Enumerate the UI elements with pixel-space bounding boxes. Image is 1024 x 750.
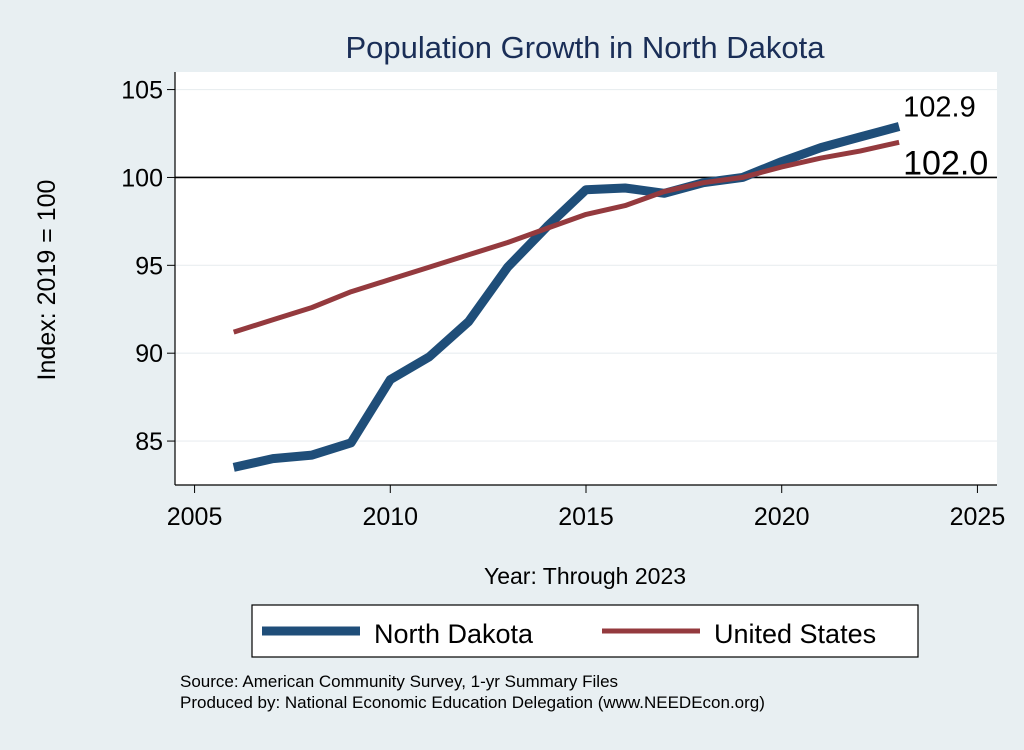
y-axis-label: Index: 2019 = 100 bbox=[33, 180, 61, 381]
y-tick-label: 85 bbox=[135, 428, 163, 456]
x-tick-label: 2020 bbox=[754, 503, 810, 531]
x-tick-label: 2005 bbox=[167, 503, 223, 531]
series-line-united-states bbox=[232, 139, 900, 335]
end-label-united-states: 102.0 bbox=[903, 144, 988, 182]
x-tick-label: 2015 bbox=[558, 503, 614, 531]
y-tick-label: 100 bbox=[121, 164, 163, 192]
chart-title: Population Growth in North Dakota bbox=[345, 30, 825, 65]
legend: North Dakota United States bbox=[251, 604, 919, 658]
source-note: Source: American Community Survey, 1-yr … bbox=[180, 672, 618, 691]
x-axis-label: Year: Through 2023 bbox=[484, 563, 686, 589]
y-tick-label: 90 bbox=[135, 340, 163, 368]
legend-label-north-dakota: North Dakota bbox=[374, 619, 534, 649]
end-labels: 102.9 102.0 bbox=[903, 91, 988, 182]
end-label-north-dakota: 102.9 bbox=[903, 91, 976, 123]
axes: 85 90 95 100 105 2005 2010 2015 2020 2025 bbox=[121, 72, 1005, 531]
legend-label-united-states: United States bbox=[714, 619, 876, 649]
series-lines bbox=[232, 122, 901, 472]
y-tick-label: 105 bbox=[121, 77, 163, 105]
x-tick-label: 2025 bbox=[950, 503, 1006, 531]
producer-note: Produced by: National Economic Education… bbox=[180, 693, 765, 712]
y-tick-label: 95 bbox=[135, 252, 163, 280]
series-line-north-dakota bbox=[232, 122, 901, 472]
grid-lines bbox=[175, 88, 997, 442]
legend-box bbox=[251, 604, 919, 658]
x-tick-label: 2010 bbox=[362, 503, 418, 531]
